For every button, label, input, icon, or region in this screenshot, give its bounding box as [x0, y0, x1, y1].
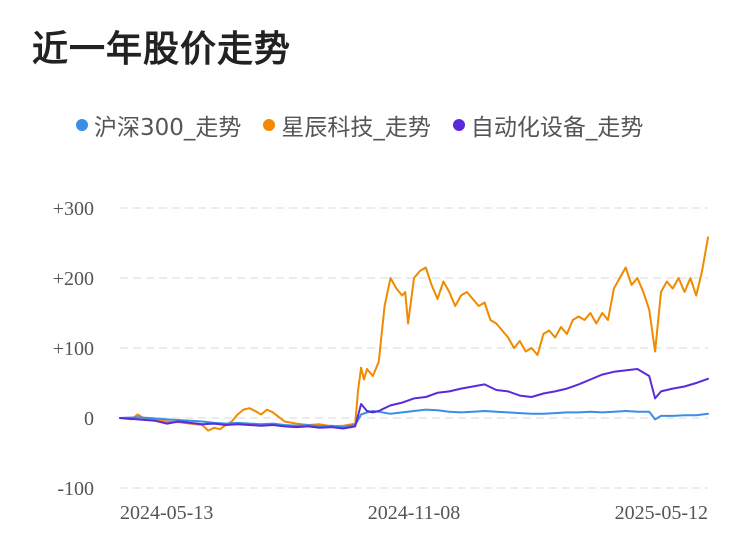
series-line-automation[interactable] [119, 368, 709, 430]
legend-marker-automation [452, 119, 465, 131]
y-tick-label: +200 [53, 268, 94, 290]
legend-label-csi300: 沪深300_走势 [94, 115, 242, 141]
legend-marker-xingchen [263, 119, 276, 131]
legend-label-automation: 自动化设备_走势 [470, 115, 644, 141]
legend-item-csi300[interactable]: 沪深300_走势 [76, 108, 241, 142]
legend-item-automation[interactable]: 自动化设备_走势 [452, 108, 644, 142]
y-tick-label: +300 [53, 198, 94, 220]
x-tick-label: 2024-11-08 [368, 502, 461, 524]
legend-label-xingchen: 星辰科技_走势 [281, 115, 431, 141]
x-tick-label: 2024-05-13 [120, 502, 213, 524]
y-tick-label: 0 [84, 408, 94, 430]
y-tick-label: -100 [57, 478, 94, 500]
x-tick-label: 2025-05-12 [615, 502, 708, 524]
legend-item-xingchen[interactable]: 星辰科技_走势 [263, 108, 431, 142]
y-axis: +300 +200 +100 0 -100 [53, 198, 94, 500]
chart-legend: 沪深300_走势 星辰科技_走势 自动化设备_走势 [76, 108, 665, 142]
page-title: 近一年股价走势 [32, 29, 292, 70]
x-axis: 2024-05-13 2024-11-08 2025-05-12 [120, 502, 708, 524]
y-tick-label: +100 [53, 338, 94, 360]
series-line-xingchen[interactable] [119, 236, 709, 432]
grid-layer [120, 207, 708, 489]
series-line-csi300[interactable] [119, 408, 709, 429]
series-layer [119, 236, 709, 432]
legend-marker-csi300 [76, 119, 88, 131]
